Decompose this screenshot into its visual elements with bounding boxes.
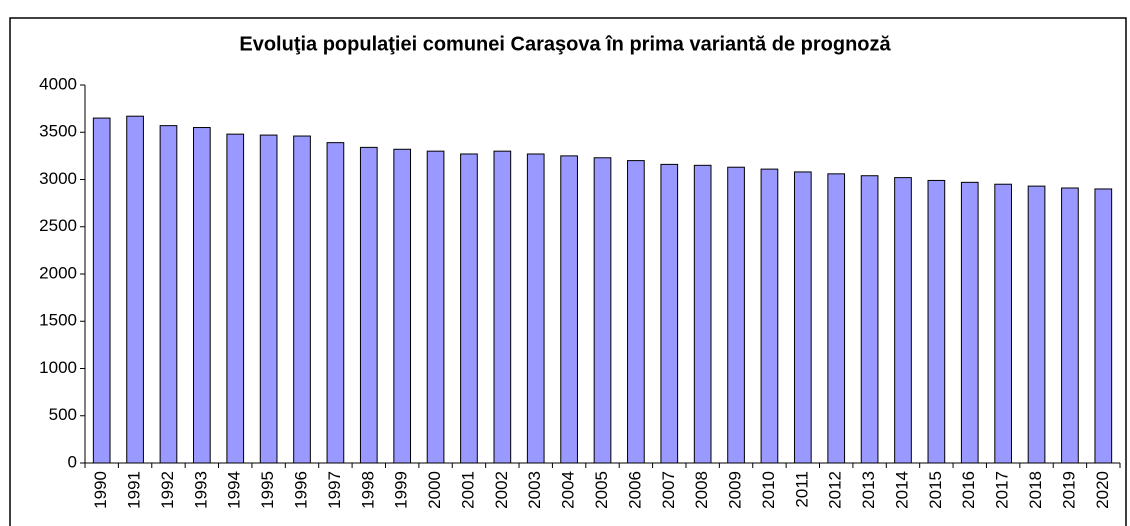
- x-tick-label: 1995: [258, 471, 277, 509]
- y-tick-label: 2500: [39, 216, 77, 235]
- x-tick-label: 2017: [993, 471, 1012, 509]
- x-tick-label: 2019: [1059, 471, 1078, 509]
- bar: [660, 163, 679, 464]
- bar: [793, 171, 812, 464]
- bar: [493, 150, 512, 464]
- y-tick-label: 3500: [39, 122, 77, 141]
- bar: [1027, 185, 1046, 464]
- x-tick-label: 2006: [625, 471, 644, 509]
- y-tick-label: 500: [49, 405, 77, 424]
- y-tick-label: 4000: [39, 74, 77, 93]
- bar: [827, 173, 846, 464]
- y-tick-label: 3000: [39, 169, 77, 188]
- y-tick-label: 0: [68, 452, 77, 471]
- x-tick-label: 2003: [525, 471, 544, 509]
- x-tick-label: 2018: [1026, 471, 1045, 509]
- x-tick-label: 1998: [358, 471, 377, 509]
- x-tick-label: 2005: [592, 471, 611, 509]
- bar: [994, 183, 1012, 464]
- x-tick-label: 2011: [792, 471, 811, 508]
- bar: [193, 127, 211, 464]
- bar: [92, 117, 111, 464]
- bar: [727, 166, 745, 464]
- x-tick-label: 2016: [959, 471, 978, 509]
- bar: [894, 177, 912, 464]
- bar: [226, 133, 245, 464]
- y-tick-label: 2000: [39, 263, 77, 282]
- x-tick-label: 1990: [91, 471, 110, 509]
- x-tick-label: 1992: [158, 471, 177, 509]
- x-tick-label: 2010: [759, 471, 778, 509]
- bar: [960, 181, 979, 464]
- x-tick-label: 2001: [458, 471, 477, 509]
- x-tick-label: 1993: [191, 471, 210, 509]
- x-tick-label: 2007: [659, 471, 678, 509]
- x-tick-label: 2014: [892, 471, 911, 509]
- x-tick-label: 1991: [125, 471, 144, 509]
- bar: [159, 125, 178, 464]
- x-tick-label: 2015: [926, 471, 945, 509]
- x-tick-label: 2004: [559, 471, 578, 509]
- chart-title: Evoluţia populaţiei comunei Caraşova în …: [239, 33, 891, 55]
- x-tick-label: 1997: [325, 471, 344, 509]
- x-tick-label: 1996: [292, 471, 311, 509]
- bar: [1061, 187, 1079, 464]
- bar: [393, 148, 412, 464]
- x-tick-label: 2013: [859, 471, 878, 509]
- bar: [860, 175, 879, 464]
- bar: [693, 164, 712, 464]
- bar: [593, 157, 612, 464]
- x-tick-label: 2008: [692, 471, 711, 509]
- bar: [760, 168, 779, 464]
- x-tick-label: 2012: [826, 471, 845, 509]
- bar: [293, 135, 311, 464]
- x-tick-label: 2020: [1093, 471, 1112, 509]
- x-tick-label: 2009: [726, 471, 745, 509]
- bar: [426, 150, 445, 464]
- y-tick-label: 1500: [39, 311, 77, 330]
- bar: [1094, 188, 1113, 464]
- bar: [627, 160, 645, 464]
- bar: [126, 115, 144, 464]
- x-tick-label: 1999: [392, 471, 411, 509]
- bar: [460, 153, 478, 464]
- bar: [359, 146, 378, 464]
- bar: [560, 155, 578, 464]
- bar: [259, 134, 278, 464]
- x-tick-label: 2000: [425, 471, 444, 509]
- bar: [526, 153, 545, 464]
- x-tick-label: 2002: [492, 471, 511, 509]
- bar: [326, 142, 345, 464]
- x-tick-label: 1994: [225, 471, 244, 509]
- y-tick-label: 1000: [39, 358, 77, 377]
- bar: [927, 179, 946, 464]
